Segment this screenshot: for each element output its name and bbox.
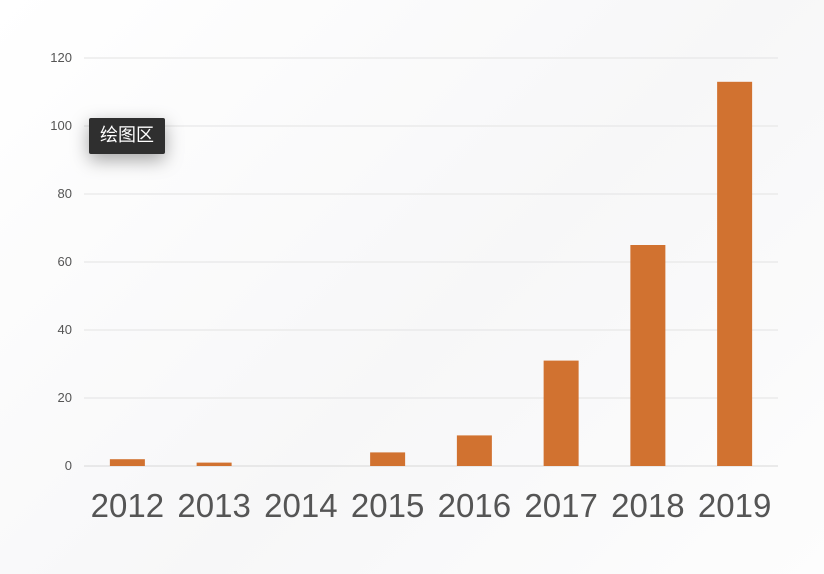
plot-area-tooltip: 绘图区	[89, 118, 165, 154]
y-axis-ticks: 0 20 40 60 80 100 120	[50, 50, 72, 473]
bar-2016[interactable]	[456, 435, 492, 466]
bar-2012[interactable]	[109, 459, 145, 466]
bar-2015[interactable]	[370, 452, 406, 466]
x-tick-label: 2015	[351, 487, 424, 524]
bar-2019[interactable]	[717, 81, 753, 467]
x-tick-label: 2013	[177, 487, 250, 524]
x-axis-ticks: 2012 2013 2014 2015 2016 2017 2018 2019	[91, 487, 772, 524]
y-tick-label: 0	[65, 458, 72, 473]
x-tick-label: 2018	[611, 487, 684, 524]
x-tick-label: 2014	[264, 487, 337, 524]
x-tick-label: 2017	[524, 487, 597, 524]
y-tick-label: 120	[50, 50, 72, 65]
y-tick-label: 20	[58, 390, 72, 405]
x-tick-label: 2012	[91, 487, 164, 524]
y-tick-label: 100	[50, 118, 72, 133]
gridlines	[84, 57, 778, 467]
x-tick-label: 2016	[438, 487, 511, 524]
y-tick-label: 60	[58, 254, 72, 269]
bar-2013[interactable]	[196, 462, 232, 466]
x-tick-label: 2019	[698, 487, 771, 524]
y-tick-label: 40	[58, 322, 72, 337]
bar-2017[interactable]	[543, 360, 579, 466]
bars	[109, 81, 753, 467]
y-tick-label: 80	[58, 186, 72, 201]
bar-2018[interactable]	[630, 245, 666, 466]
